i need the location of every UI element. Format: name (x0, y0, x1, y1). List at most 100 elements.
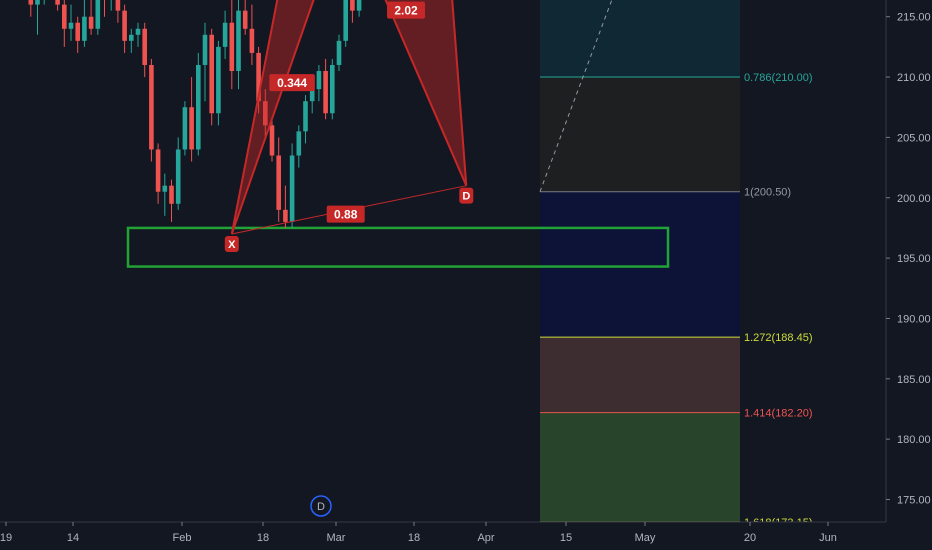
date-tick-label: 20 (744, 532, 756, 544)
candle-body (323, 71, 328, 114)
date-tick-label: May (635, 532, 656, 544)
price-tick-label: 200.00 (897, 193, 931, 205)
date-tick-label: 18 (257, 532, 269, 544)
candle-body (88, 16, 94, 29)
price-tick-label: 185.00 (897, 374, 931, 386)
pattern-ratio-label: 2.02 (394, 4, 418, 18)
candle-body (276, 155, 281, 210)
fib-band (540, 412, 740, 522)
candle-body (216, 46, 221, 114)
fibonacci-retracement[interactable]: 0(244.75)0.236(234.35)0.382(227.85)0.5(2… (539, 0, 813, 529)
pattern-ratio-line[interactable] (346, 0, 467, 186)
candle-body (269, 125, 275, 156)
candlestick-series (28, 0, 362, 228)
date-tick-label: Apr (477, 532, 494, 544)
pattern-ratio-line[interactable] (231, 0, 346, 235)
date-axis[interactable]: 19 14 Feb 18 Mar 18 Apr 15 May 20 Jun (0, 521, 886, 550)
event-markers[interactable]: D (310, 495, 332, 517)
candle-body (309, 89, 315, 102)
price-axis-bg (886, 0, 932, 550)
candle-body (289, 155, 295, 222)
support-zone-box[interactable] (126, 226, 670, 268)
candle-body (196, 64, 201, 150)
fib-level-label: 1(200.50) (744, 187, 791, 199)
pattern-point-badge (459, 187, 474, 204)
date-axis-bg (0, 522, 886, 550)
candle-body (303, 101, 308, 132)
candle-body (182, 107, 188, 150)
pattern-ratio-badge (387, 1, 425, 19)
candle-body (62, 4, 67, 29)
candle-body (343, 0, 348, 41)
candle-body (55, 0, 60, 5)
candle-body (142, 28, 147, 65)
date-tick-label: Jun (819, 532, 837, 544)
price-tick-label: 190.00 (897, 313, 931, 325)
candle-body (162, 185, 168, 192)
support-zone[interactable] (126, 226, 670, 268)
pattern-triangle-xab[interactable] (230, 0, 346, 235)
price-tick-label: 175.00 (897, 495, 931, 507)
price-tick-label: 195.00 (897, 253, 931, 265)
candle-body (209, 34, 214, 114)
fib-level-label: 1.272(188.45) (744, 332, 813, 344)
date-tick-label: 15 (560, 532, 572, 544)
candle-body (256, 52, 261, 102)
dividend-marker[interactable] (310, 495, 332, 517)
date-tick-label: 19 (0, 532, 12, 544)
candle-body (122, 10, 127, 41)
pattern-triangle-bcd[interactable] (346, 0, 468, 187)
candle-body (129, 34, 134, 41)
date-tick-label: 14 (67, 532, 79, 544)
candle-body (115, 0, 121, 11)
candle-body (296, 131, 302, 156)
candle-body (263, 101, 268, 126)
candle-body (350, 0, 355, 11)
candle-body (82, 16, 87, 41)
dividend-marker-label: D (317, 501, 325, 513)
pattern-point-label: D (462, 191, 470, 203)
fib-band (540, 191, 740, 338)
candle-body (68, 22, 74, 29)
price-tick-label: 205.00 (897, 132, 931, 144)
price-tick-label: 180.00 (897, 434, 931, 446)
candle-body (236, 10, 241, 72)
fib-level-label: 0.786(210.00) (744, 72, 813, 84)
date-tick-label: Feb (173, 532, 192, 544)
price-tick-label: 210.00 (897, 72, 931, 84)
candle-body (242, 10, 248, 29)
candle-body (169, 185, 174, 204)
candle-body (229, 22, 235, 72)
candle-body (75, 22, 80, 41)
candle-body (28, 0, 34, 5)
candle-body (175, 149, 181, 204)
candle-body (330, 64, 335, 114)
candle-body (155, 149, 161, 192)
candle-body (249, 28, 255, 53)
candle-body (149, 64, 154, 150)
pattern-ratio-badge (269, 74, 315, 92)
pattern-point-label: X (228, 239, 236, 251)
date-tick-label: 18 (408, 532, 420, 544)
pattern-ratio-badge (326, 205, 365, 223)
date-tick-label: Mar (327, 532, 346, 544)
candle-body (202, 34, 208, 65)
pattern-ratio-label: 0.344 (277, 76, 307, 90)
candle-body (222, 22, 228, 47)
candle-body (356, 0, 362, 11)
fib-level-label: 1.414(182.20) (744, 408, 813, 420)
fib-band (540, 337, 740, 413)
fib-band (540, 77, 740, 192)
candle-body (189, 107, 194, 150)
candle-body (283, 209, 288, 222)
candle-body (316, 71, 322, 90)
candle-body (135, 28, 141, 35)
candle-body (95, 0, 101, 29)
pattern-point-badge (224, 235, 239, 252)
fib-band (540, 0, 740, 78)
pattern-ratio-label: 0.88 (334, 208, 358, 222)
candle-body (336, 40, 342, 65)
